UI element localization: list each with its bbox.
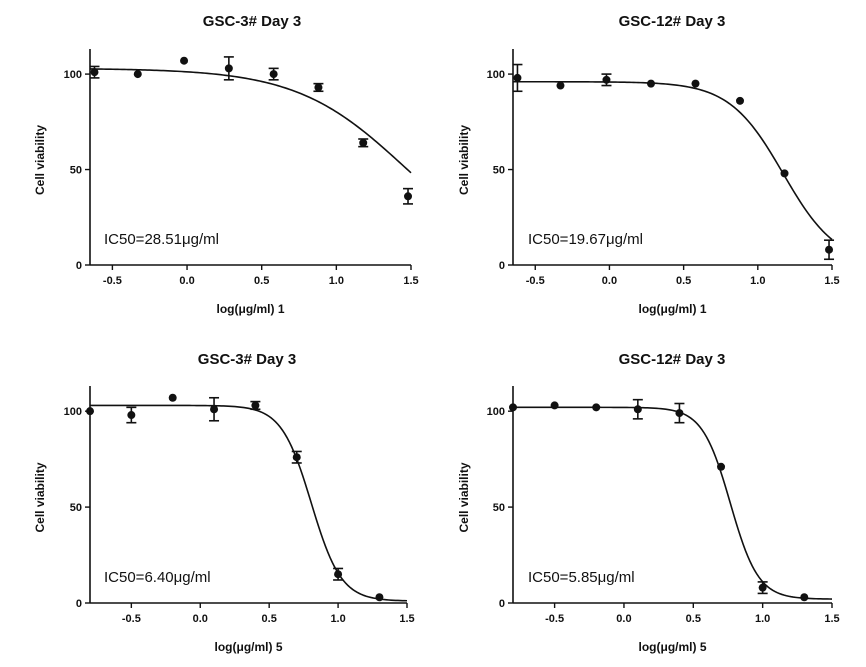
data-point	[556, 81, 565, 90]
data-point	[86, 407, 94, 416]
x-tick-label: 1.5	[403, 275, 418, 287]
data-point	[592, 403, 601, 412]
y-tick-label: 0	[76, 598, 82, 610]
y-tick-label: 50	[493, 165, 505, 177]
chart-title: GSC-3# Day 3	[203, 13, 301, 30]
data-point	[550, 401, 559, 410]
y-tick-label: 0	[499, 598, 505, 610]
data-point	[224, 64, 233, 73]
ic50-annotation: IC50=5.85μg/ml	[528, 569, 635, 586]
data-point	[127, 411, 136, 420]
x-tick-label: 0.0	[193, 613, 208, 625]
data-point	[800, 593, 809, 602]
data-point	[168, 393, 177, 402]
x-tick-label: 0.0	[616, 613, 631, 625]
x-tick-label: 1.0	[330, 613, 345, 625]
data-point	[334, 570, 343, 579]
y-tick-label: 100	[64, 406, 82, 418]
data-point	[780, 169, 789, 178]
data-point	[717, 462, 726, 471]
y-axis-label: Cell viability	[33, 462, 47, 532]
x-tick-label: 0.5	[254, 275, 269, 287]
x-tick-label: 1.0	[755, 613, 770, 625]
x-tick-label: -0.5	[103, 275, 122, 287]
y-tick-label: 100	[487, 406, 505, 418]
chart-panel-bottom-left: GSC-3# Day 3 0 50 100 -0.5 0.0 0.5 1.0 1.5 log(μg…	[33, 351, 415, 654]
data-point	[646, 79, 655, 88]
chart-panel-bottom-right: GSC-12# Day 3 0 50 100 -0.5 0.0 0.5 1.0 1.5 log(μ…	[457, 351, 840, 654]
data-point	[633, 405, 642, 414]
ic50-annotation: IC50=6.40μg/ml	[104, 569, 211, 586]
fit-curve	[90, 404, 408, 602]
y-tick-label: 100	[64, 69, 82, 81]
data-point	[404, 192, 413, 201]
x-tick-label: 0.5	[686, 613, 701, 625]
y-axis-label: Cell viability	[33, 125, 47, 195]
chart-panel-top-right: GSC-12# Day 3 0 50 100 -0.5 0.0 0.5 1.0 1.5 log(μ…	[457, 13, 840, 316]
x-tick-label: 1.5	[824, 613, 839, 625]
data-point	[269, 70, 278, 79]
x-tick-label: 0.5	[676, 275, 691, 287]
data-point	[825, 245, 834, 254]
fit-curve	[513, 406, 833, 600]
ic50-annotation: IC50=28.51μg/ml	[104, 231, 219, 248]
data-point	[509, 403, 517, 412]
x-axis-label: log(μg/ml) 5	[214, 640, 282, 654]
chart-title: GSC-3# Day 3	[198, 351, 296, 368]
data-point	[736, 96, 745, 105]
x-tick-label: -0.5	[122, 613, 141, 625]
data-point	[359, 138, 368, 147]
y-tick-label: 50	[493, 502, 505, 514]
x-tick-label: 1.0	[329, 275, 344, 287]
x-axis-label: log(μg/ml) 5	[638, 640, 706, 654]
y-tick-label: 0	[499, 260, 505, 272]
chart-panel-top-left: GSC-3# Day 3 0 50 100 -0.5 0.0 0.5 1.0 1.5 log(μg…	[33, 13, 419, 316]
y-tick-label: 100	[487, 69, 505, 81]
data-point	[691, 79, 700, 88]
data-point	[513, 73, 522, 82]
y-tick-label: 50	[70, 165, 82, 177]
data-point	[292, 453, 301, 462]
x-tick-label: 1.0	[750, 275, 765, 287]
y-tick-label: 50	[70, 502, 82, 514]
ic50-annotation: IC50=19.67μg/ml	[528, 231, 643, 248]
data-point	[675, 409, 684, 418]
data-point	[375, 593, 384, 602]
y-axis-label: Cell viability	[457, 125, 471, 195]
x-tick-label: -0.5	[526, 275, 545, 287]
x-tick-label: -0.5	[545, 613, 564, 625]
fit-curve	[513, 80, 833, 241]
data-point	[180, 56, 189, 65]
data-point	[210, 405, 219, 414]
x-tick-label: 0.0	[179, 275, 194, 287]
x-axis-label: log(μg/ml) 1	[216, 302, 284, 316]
data-point	[251, 401, 260, 410]
data-point	[133, 70, 142, 79]
data-point	[90, 68, 99, 77]
x-axis-label: log(μg/ml) 1	[638, 302, 706, 316]
chart-title: GSC-12# Day 3	[619, 13, 726, 30]
x-tick-label: 0.0	[602, 275, 617, 287]
x-tick-label: 1.5	[399, 613, 414, 625]
data-point	[602, 75, 611, 84]
y-tick-label: 0	[76, 260, 82, 272]
y-axis-label: Cell viability	[457, 462, 471, 532]
data-point	[314, 83, 323, 92]
fit-curve	[89, 68, 412, 174]
x-tick-label: 1.5	[824, 275, 839, 287]
x-tick-label: 0.5	[262, 613, 277, 625]
chart-title: GSC-12# Day 3	[619, 351, 726, 368]
data-point	[758, 583, 767, 592]
